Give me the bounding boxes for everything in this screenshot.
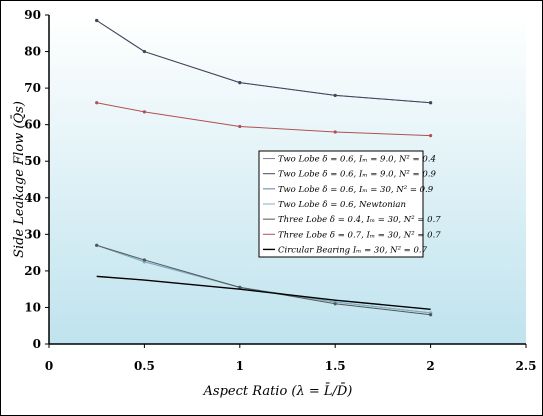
data-point [238,81,242,85]
y-tick-label: 80 [24,45,41,59]
y-tick-label: 30 [24,227,41,241]
legend-items: Two Lobe δ = 0.6, Iₘ = 9.0, N² = 0.4 Two … [263,155,441,255]
legend-label: Circular Bearing Iₘ = 30, N² = 0.7 [278,245,428,255]
data-point [429,313,433,317]
y-tick-label: 50 [24,154,41,168]
data-point [429,134,433,138]
tick-labels: 0 10 20 30 40 50 60 70 80 90 0 0.5 1 1.5 2 2.5 [24,8,536,373]
x-axis-title: Aspect Ratio (λ = L̄/D̄) [203,383,353,399]
legend-label: Three Lobe δ = 0.4, Iₘ = 30, N² = 0.7 [278,215,441,225]
y-tick-label: 40 [24,191,41,205]
legend-label: Two Lobe δ = 0.6, Iₘ = 9.0, N² = 0.9 [278,170,436,180]
y-tick-label: 90 [24,8,41,22]
legend-box [258,150,424,258]
y-tick-label: 70 [24,81,41,95]
data-point [333,130,337,134]
x-tick-label: 2.5 [516,359,537,373]
y-tick-label: 20 [24,264,41,278]
legend-label: Two Lobe δ = 0.6, Newtonian [278,200,406,210]
legend-label: Two Lobe δ = 0.6, Iₘ = 9.0, N² = 0.4 [278,155,436,165]
data-point [333,93,337,98]
data-point [142,258,146,262]
legend-label: Three Lobe δ = 0.7, Iₘ = 30, N² = 0.7 [278,230,441,240]
x-tick-label: 0 [45,359,53,373]
data-point [333,302,337,306]
x-tick-label: 2 [426,359,434,373]
y-tick-label: 0 [33,337,41,351]
axes-layer [48,15,526,345]
data-point [429,101,433,105]
data-point [95,18,99,23]
legend-label: Two Lobe δ = 0.6, Iₘ = 30, N² = 0.9 [278,185,434,195]
data-point [238,285,242,289]
legend: Two Lobe δ = 0.6, Iₘ = 9.0, N² = 0.4 Two … [258,150,441,258]
data-point [238,124,242,129]
x-tick-label: 0.5 [134,359,155,373]
data-point [95,243,99,247]
y-tick-label: 60 [24,118,41,132]
series-layer [95,18,433,317]
data-point [142,49,146,54]
y-axis-title: Side Leakage Flow (Q̄s) [11,101,27,258]
data-point [142,110,146,114]
data-point [95,101,99,105]
y-tick-label: 10 [24,300,41,314]
x-tick-label: 1 [236,359,244,373]
x-tick-label: 1.5 [325,359,346,373]
series-line [96,275,431,310]
